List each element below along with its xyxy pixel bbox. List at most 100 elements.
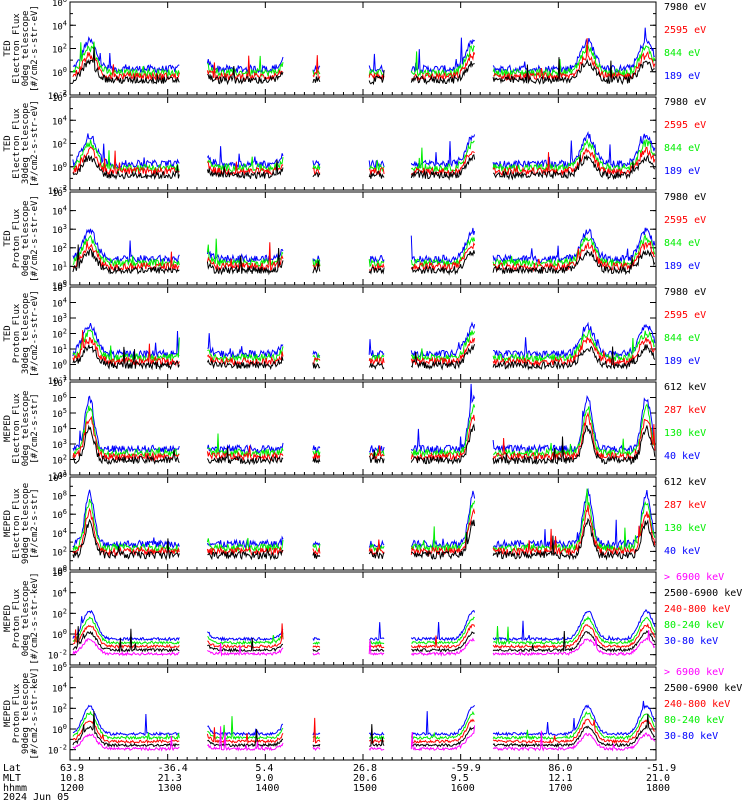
- y-axis-title-line: MEPED: [3, 510, 13, 537]
- x-tick-label-lat: 86.0: [548, 763, 572, 774]
- y-axis-title-line: TED: [3, 135, 13, 151]
- x-tick-label-mlt: 20.6: [353, 773, 377, 784]
- legend-entry: 189 eV: [664, 261, 700, 272]
- y-axis-title-line: Electron Flux: [12, 13, 22, 84]
- panel-7: 10-2 100 102 104 106 MEPED Proton Flux 0deg tel…: [3, 566, 742, 666]
- y-tick-label: 106: [52, 392, 67, 405]
- series-line: [72, 227, 656, 265]
- legend-entry: 189 eV: [664, 71, 700, 82]
- x-tick-label-lat: -51.9: [646, 763, 676, 774]
- series-line: [72, 329, 656, 363]
- y-tick-label: 106: [52, 566, 67, 579]
- y-axis-title-line: Electron Flux: [12, 393, 22, 464]
- series-line: [72, 423, 656, 466]
- panel-1: 10-2 100 102 104 106 TED Electron Flux 0deg tel…: [3, 0, 706, 102]
- legend-entry: 844 eV: [664, 333, 700, 344]
- legend-entry: 189 eV: [664, 166, 700, 177]
- y-tick-label: 100: [52, 66, 67, 79]
- y-tick-label: 107: [52, 376, 67, 389]
- y-tick-label: 101: [52, 469, 67, 482]
- plot-frame: [69, 666, 657, 761]
- legend-entry: 240-800 keV: [664, 699, 730, 710]
- y-tick-label: 106: [52, 0, 67, 9]
- legend-entry: 2500-6900 keV: [664, 683, 742, 694]
- series-line: [72, 138, 656, 174]
- series-line: [72, 629, 656, 657]
- axis-label-hhmm: hhmm: [3, 783, 27, 794]
- panel-2: 10-2 100 102 104 106 TED Electron Flux 30deg te…: [3, 91, 706, 197]
- series-line: [72, 47, 655, 86]
- series-line: [72, 330, 656, 367]
- y-tick-label: 102: [52, 242, 67, 255]
- series-line: [72, 411, 656, 462]
- y-tick-label: 104: [52, 527, 67, 540]
- y-tick-label: 105: [52, 186, 67, 199]
- y-tick-label: 102: [52, 328, 67, 341]
- legend-entry: 612 keV: [664, 382, 706, 393]
- series-line: [72, 710, 656, 741]
- x-tick-label-mlt: 10.8: [60, 773, 84, 784]
- y-tick-label: 104: [52, 205, 67, 218]
- y-axis-title-line: MEPED: [3, 605, 13, 632]
- y-axis-title-line: 30deg telescope: [21, 103, 31, 184]
- y-tick-label: 103: [52, 312, 67, 325]
- y-tick-label: 103: [52, 438, 67, 451]
- y-axis-title-line: 90deg telescope: [21, 673, 31, 754]
- legend-entry: 40 keV: [664, 546, 700, 557]
- axis-label-lat: Lat: [3, 763, 21, 774]
- legend-entry: 7980 eV: [664, 287, 706, 298]
- y-tick-label: 100: [52, 279, 67, 292]
- axis-label-date: 2024 Jun 05: [3, 792, 69, 800]
- y-axis-title-line: [#/cm2-s-str-keV]: [30, 572, 40, 664]
- y-axis-title-line: Electron Flux: [12, 108, 22, 179]
- panel-6: 100 102 104 106 108 1010 MEPED Electron Flux 90d…: [3, 471, 706, 577]
- y-tick-label: 100: [52, 161, 67, 174]
- series-line: [72, 615, 656, 646]
- y-tick-label: 101: [52, 343, 67, 356]
- y-tick-label: 106: [52, 508, 67, 521]
- x-tick-label-lat: -59.9: [451, 763, 481, 774]
- x-tick-label-mlt: 9.0: [255, 773, 273, 784]
- series-line: [72, 623, 656, 649]
- y-axis-title-line: [#/cm2-s-str-eV]: [30, 5, 40, 92]
- legend-entry: 2595 eV: [664, 310, 706, 321]
- y-axis-title-line: [#/cm2-s-str]: [30, 488, 40, 558]
- legend-entry: 40 keV: [664, 451, 700, 462]
- x-tick-label-mlt: 21.0: [646, 773, 670, 784]
- legend-entry: 30-80 keV: [664, 731, 718, 742]
- y-tick-label: 100: [52, 564, 67, 577]
- y-tick-label: 10-2: [48, 89, 67, 102]
- y-axis-title-line: [#/cm2-s-str-eV]: [30, 195, 40, 282]
- y-axis-title-line: Proton Flux: [12, 303, 22, 363]
- y-tick-label: 104: [52, 19, 67, 32]
- x-tick-label-lat: 26.8: [353, 763, 377, 774]
- x-tick-label-mlt: 21.3: [158, 773, 182, 784]
- panel-8: 10-2 100 102 104 106 MEPED Proton Flux 90deg te…: [3, 661, 742, 761]
- y-tick-label: 10-1: [48, 374, 67, 387]
- y-axis-title-line: 30deg telescope: [21, 293, 31, 374]
- y-axis-title-line: 0deg telescope: [21, 391, 31, 467]
- y-tick-label: 101: [52, 260, 67, 273]
- series-line: [72, 27, 656, 75]
- y-axis-title-line: [#/cm2-s-str]: [30, 393, 40, 463]
- y-axis-title-line: MEPED: [3, 415, 13, 442]
- series-line: [72, 154, 656, 181]
- series-line: [72, 711, 656, 748]
- y-tick-label: 102: [52, 454, 67, 467]
- legend-entry: 130 keV: [664, 523, 706, 534]
- series-line: [72, 725, 656, 752]
- y-tick-label: 102: [52, 702, 67, 715]
- x-tick-label-lat: -36.4: [158, 763, 188, 774]
- y-axis-title-line: TED: [3, 230, 13, 246]
- y-tick-label: 102: [52, 138, 67, 151]
- series-line: [72, 383, 656, 455]
- legend-entry: 80-240 keV: [664, 715, 724, 726]
- series-line: [72, 626, 656, 654]
- legend-entry: 612 keV: [664, 477, 706, 488]
- plot-frame: [69, 571, 657, 666]
- legend-entry: 2595 eV: [664, 215, 706, 226]
- series-line: [72, 700, 656, 737]
